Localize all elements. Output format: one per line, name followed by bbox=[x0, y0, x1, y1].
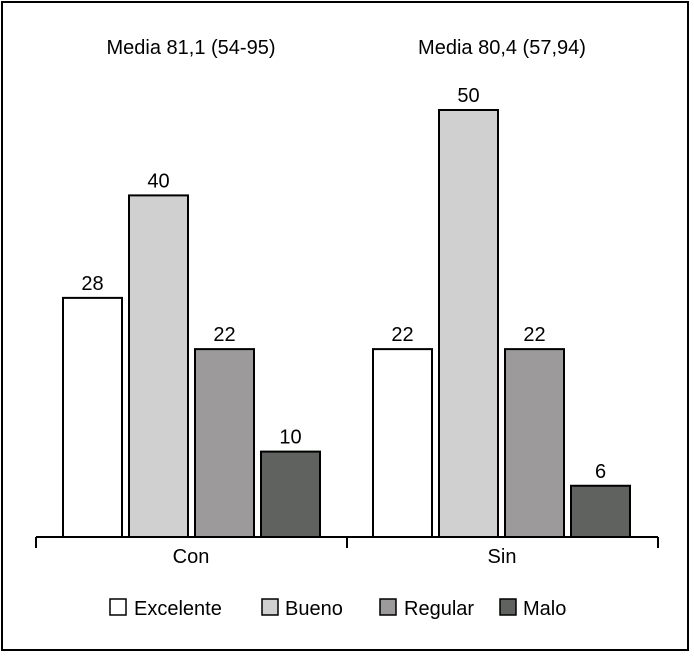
value-label-sin-bueno: 50 bbox=[457, 85, 479, 107]
value-label-con-malo: 10 bbox=[279, 427, 301, 449]
legend-label-regular: Regular bbox=[404, 598, 474, 620]
bar-sin-malo bbox=[570, 484, 631, 539]
bar-con-excelente bbox=[62, 296, 123, 538]
bar-sin-excelente bbox=[372, 348, 433, 538]
legend-label-malo: Malo bbox=[523, 598, 566, 620]
legend-swatch-regular bbox=[379, 598, 397, 616]
group-annotations: Media 81,1 (54-95) Media 80,4 (57,94) bbox=[107, 37, 586, 59]
bars bbox=[62, 109, 631, 539]
legend-swatch-bueno bbox=[261, 598, 279, 616]
value-label-con-excelente: 28 bbox=[81, 273, 103, 295]
legend-label-bueno: Bueno bbox=[285, 598, 343, 620]
bar-sin-regular bbox=[504, 348, 565, 538]
category-labels: Con Sin bbox=[173, 546, 517, 568]
legend-label-excelente: Excelente bbox=[134, 598, 222, 620]
value-labels: 28 40 22 10 22 50 22 6 bbox=[81, 85, 606, 483]
bar-sin-bueno bbox=[438, 109, 499, 538]
bar-con-bueno bbox=[128, 194, 189, 538]
bar-con-malo bbox=[260, 450, 321, 539]
value-label-sin-excelente: 22 bbox=[391, 324, 413, 346]
legend-swatch-excelente bbox=[109, 598, 127, 616]
value-label-con-bueno: 40 bbox=[147, 170, 169, 192]
annotation-sin: Media 80,4 (57,94) bbox=[418, 37, 586, 59]
bar-con-regular bbox=[194, 348, 255, 538]
value-label-con-regular: 22 bbox=[213, 324, 235, 346]
legend: Excelente Bueno Regular Malo bbox=[109, 598, 566, 620]
category-label-sin: Sin bbox=[488, 546, 517, 568]
category-label-con: Con bbox=[173, 546, 210, 568]
value-label-sin-regular: 22 bbox=[523, 324, 545, 346]
x-axis bbox=[35, 536, 659, 548]
legend-swatch-malo bbox=[499, 598, 517, 616]
value-label-sin-malo: 6 bbox=[595, 461, 606, 483]
annotation-con: Media 81,1 (54-95) bbox=[107, 37, 276, 59]
